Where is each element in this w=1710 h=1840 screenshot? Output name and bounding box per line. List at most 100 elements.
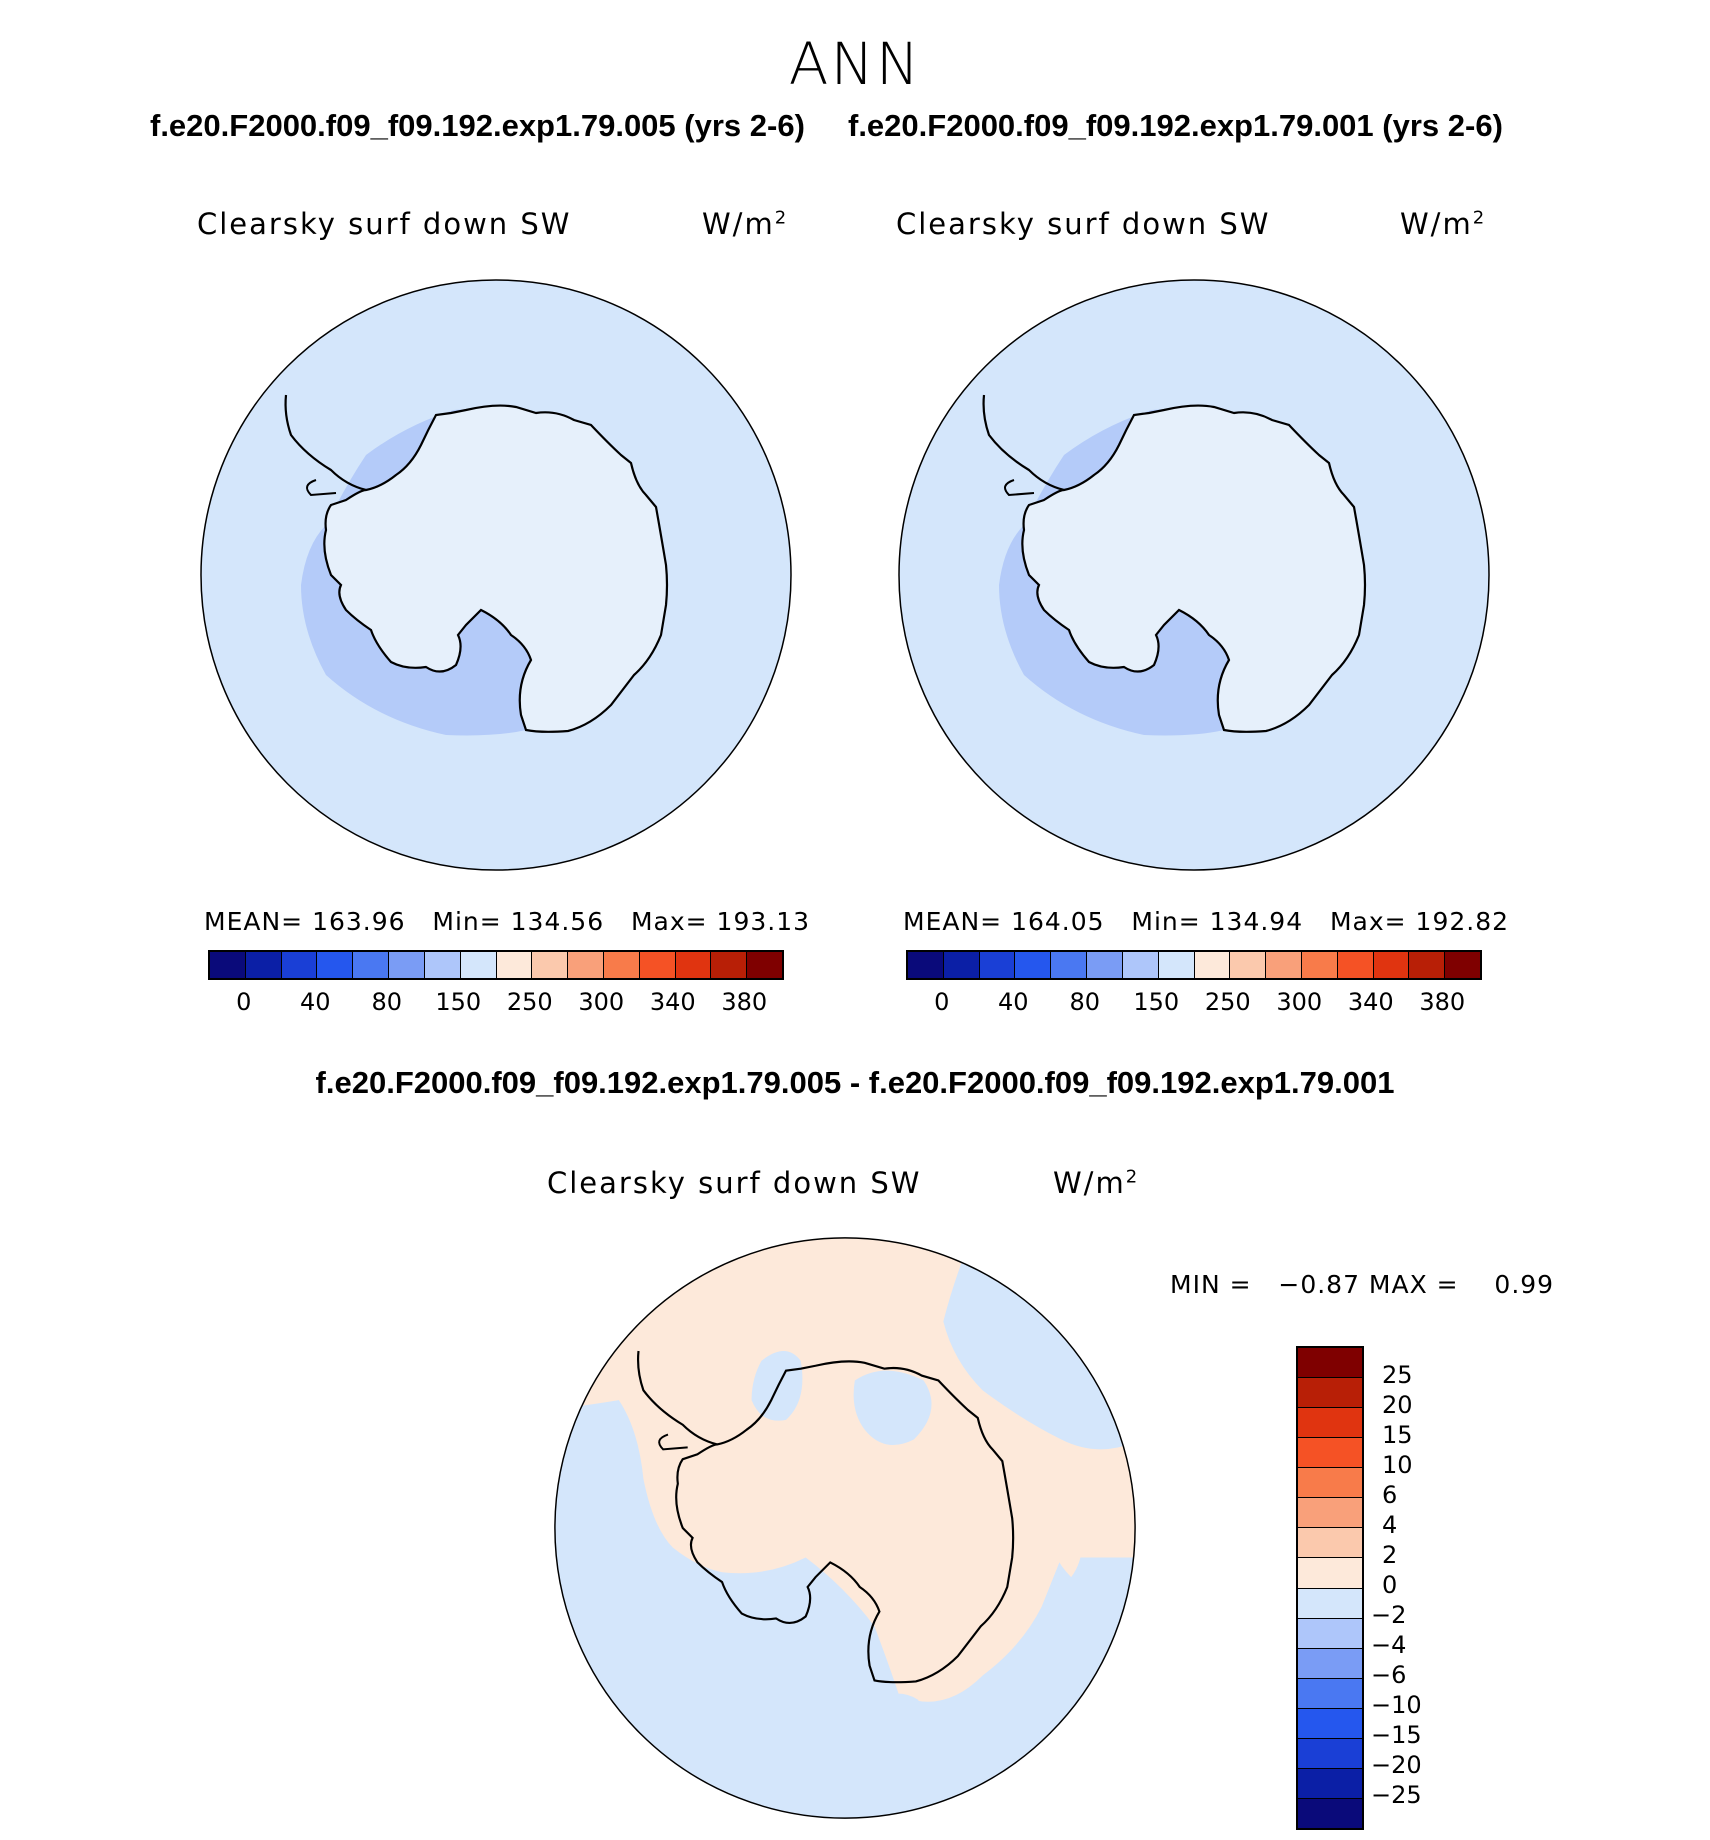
colorbar-swatch (281, 952, 318, 978)
colorbar-swatch (1298, 1528, 1362, 1559)
antarctic-peninsula (636, 1350, 718, 1446)
map-panel1 (196, 275, 796, 875)
colorbar-swatch (1051, 952, 1088, 978)
panel1-stats: MEAN= 163.96 Min= 134.56 Max= 193.13 (204, 907, 810, 936)
colorbar-swatch (1298, 1348, 1362, 1379)
colorbar-tick-label: −6 (1371, 1661, 1407, 1689)
colorbar-swatch (1087, 952, 1123, 978)
colorbar-swatch (943, 952, 980, 978)
colorbar-tick-label: −25 (1371, 1781, 1422, 1809)
colorbar-swatch (496, 952, 533, 978)
colorbar-swatch (1298, 1558, 1362, 1589)
positive-patch-east (1041, 1488, 1083, 1578)
antarctica-coastline (675, 1360, 1015, 1684)
colorbar-tick-label: 340 (1347, 988, 1394, 1016)
colorbar-swatch (1298, 1378, 1362, 1409)
colorbar-tick-label: 4 (1382, 1511, 1398, 1539)
panel1-mean: MEAN= 163.96 (204, 907, 406, 936)
colorbar-swatch (639, 952, 676, 978)
negative-patch-interior (853, 1370, 932, 1446)
weddell-inlet (658, 1433, 688, 1451)
colorbar-tick-label: 380 (721, 988, 768, 1016)
colorbar-tick-label: 0 (934, 988, 950, 1016)
colorbar-swatch (1337, 952, 1374, 978)
positive-patch-sw (554, 1744, 678, 1819)
colorbar-tick-label: −4 (1371, 1631, 1407, 1659)
colorbar-tick-label: 300 (1276, 988, 1323, 1016)
colorbar-swatch (1301, 952, 1338, 978)
case2-title: f.e20.F2000.f09_f09.192.exp1.79.001 (yrs… (848, 108, 1503, 143)
colorbar-swatch (979, 952, 1016, 978)
colorbar-swatch (245, 952, 282, 978)
panel1-min: Min= 134.56 (432, 907, 605, 936)
colorbar-tick-label: 25 (1382, 1361, 1413, 1389)
negative-patch-south (884, 1693, 919, 1712)
colorbar-swatch (460, 952, 497, 978)
colorbar-swatch (568, 952, 604, 978)
colorbar-swatch (1194, 952, 1231, 978)
panel2-stats: MEAN= 164.05 Min= 134.94 Max= 192.82 (903, 907, 1509, 936)
map-panel2 (894, 275, 1494, 875)
colorbar-tick-label: −2 (1371, 1601, 1407, 1629)
colorbar-swatch (1445, 952, 1480, 978)
antarctic-peninsula (284, 394, 367, 492)
colorbar-swatch (1298, 1738, 1362, 1769)
colorbar-swatch (210, 952, 246, 978)
colorbar-tick-label: −15 (1371, 1721, 1422, 1749)
colorbar-tick-label: 0 (1382, 1571, 1398, 1599)
colorbar-swatch (1298, 1678, 1362, 1709)
colorbar-swatch (424, 952, 461, 978)
colorbar-tick-label: 6 (1382, 1481, 1398, 1509)
colorbar-swatch (1298, 1798, 1362, 1828)
colorbar-tick-label: 300 (578, 988, 625, 1016)
colorbar-tick-label: 40 (997, 988, 1029, 1016)
colorbar-swatch (1015, 952, 1052, 978)
colorbar-swatch (1158, 952, 1195, 978)
colorbar-tick-label: 150 (435, 988, 482, 1016)
panel2-mean: MEAN= 164.05 (903, 907, 1105, 936)
colorbar-swatch (1298, 1588, 1362, 1619)
panel1-units: W/m2 (702, 207, 789, 241)
colorbar-tick-label: 15 (1382, 1421, 1413, 1449)
colorbar-swatch (1298, 1408, 1362, 1439)
diff-units: W/m2 (1053, 1166, 1140, 1200)
colorbar-swatch (1230, 952, 1267, 978)
colorbar-tick-label: 250 (506, 988, 553, 1016)
colorbar-swatch (1298, 1468, 1362, 1499)
season-title: ANN (788, 30, 922, 98)
map-difference (550, 1233, 1140, 1823)
panel1-max: Max= 193.13 (630, 907, 811, 936)
antarctic-peninsula (982, 394, 1065, 492)
colorbar-swatch (908, 952, 944, 978)
case1-title: f.e20.F2000.f09_f09.192.exp1.79.005 (yrs… (150, 108, 805, 143)
colorbar-tick-label: 150 (1133, 988, 1180, 1016)
colorbar-swatch (1298, 1498, 1362, 1529)
colorbar-tick-label: 2 (1382, 1541, 1398, 1569)
colorbar-tick-label: 0 (236, 988, 252, 1016)
diff-variable-label: Clearsky surf down SW (547, 1166, 922, 1200)
colorbar-swatch (747, 952, 782, 978)
colorbar-swatch (1298, 1648, 1362, 1679)
difference-title: f.e20.F2000.f09_f09.192.exp1.79.005 - f.… (315, 1065, 1395, 1100)
colorbar-tick-label: 250 (1204, 988, 1251, 1016)
weddell-inlet (1004, 479, 1035, 497)
diff-colorbar (1296, 1346, 1364, 1830)
panel2-colorbar (906, 950, 1482, 980)
colorbar-swatch (1298, 1618, 1362, 1649)
colorbar-swatch (317, 952, 354, 978)
panel2-max: Max= 192.82 (1329, 907, 1510, 936)
colorbar-swatch (675, 952, 712, 978)
colorbar-swatch (1122, 952, 1159, 978)
colorbar-tick-label: 80 (1069, 988, 1101, 1016)
diff-minmax: MIN = −0.87 MAX = 0.99 (1170, 1270, 1555, 1299)
colorbar-tick-label: 80 (371, 988, 403, 1016)
colorbar-swatch (353, 952, 390, 978)
colorbar-tick-label: 380 (1419, 988, 1466, 1016)
panel2-variable-label: Clearsky surf down SW (896, 207, 1271, 241)
panel1-variable-label: Clearsky surf down SW (197, 207, 572, 241)
antarctica-coastline (1021, 404, 1367, 733)
colorbar-swatch (711, 952, 748, 978)
antarctica-coastline (323, 404, 669, 733)
colorbar-swatch (1409, 952, 1446, 978)
panel2-min: Min= 134.94 (1131, 907, 1304, 936)
